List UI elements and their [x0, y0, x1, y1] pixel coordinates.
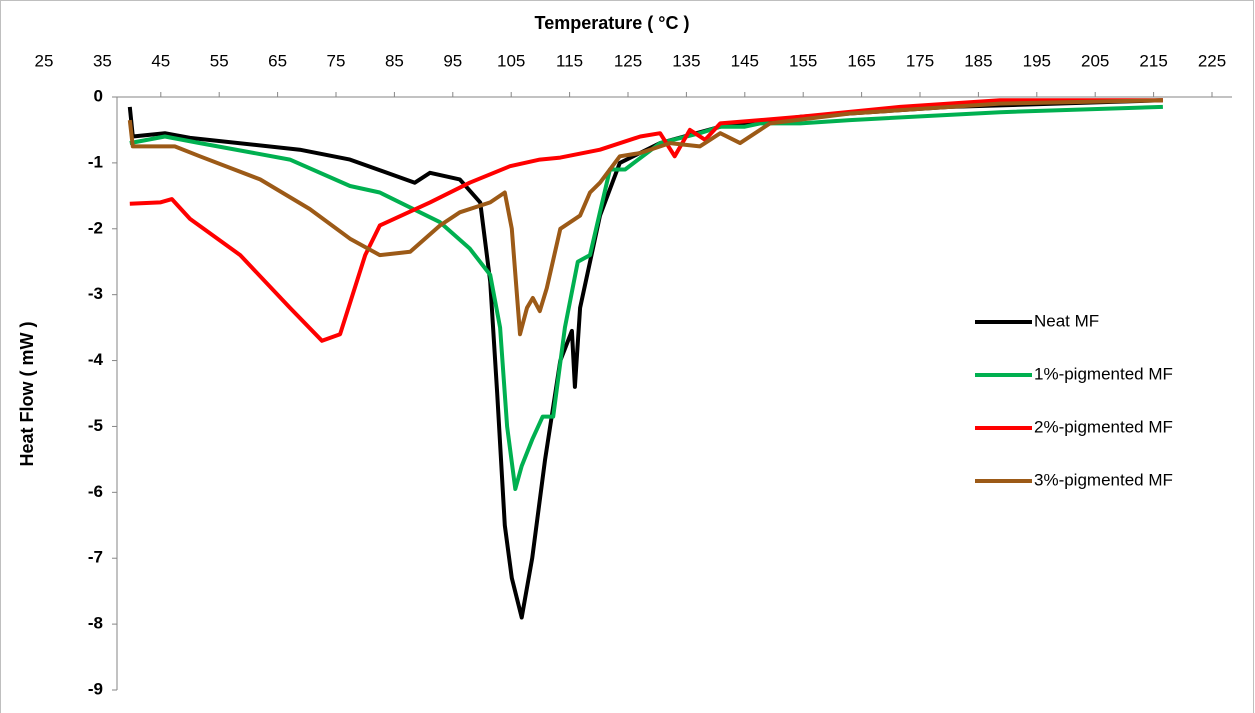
x-tick-label: 175 — [906, 51, 934, 70]
x-tick-label: 45 — [151, 51, 170, 70]
y-tick-label: -7 — [88, 548, 103, 567]
y-tick-label: -5 — [88, 416, 103, 435]
x-tick-label: 145 — [731, 51, 759, 70]
x-tick-label: 185 — [964, 51, 992, 70]
y-tick-label: 0 — [94, 86, 103, 105]
x-tick-label: 35 — [93, 51, 112, 70]
x-tick-label: 195 — [1023, 51, 1051, 70]
y-tick-label: -1 — [88, 152, 103, 171]
y-tick-label: -2 — [88, 218, 103, 237]
x-tick-label: 205 — [1081, 51, 1109, 70]
legend-label: Neat MF — [1034, 311, 1099, 330]
x-tick-label: 55 — [210, 51, 229, 70]
legend-label: 3%-pigmented MF — [1034, 470, 1173, 489]
legend-label: 1%-pigmented MF — [1034, 364, 1173, 383]
x-tick-label: 95 — [443, 51, 462, 70]
x-tick-label: 85 — [385, 51, 404, 70]
x-tick-label: 105 — [497, 51, 525, 70]
x-tick-label: 135 — [672, 51, 700, 70]
y-tick-label: -4 — [88, 350, 104, 369]
y-tick-label: -3 — [88, 284, 103, 303]
y-axis-title: Heat Flow ( mW ) — [17, 322, 37, 467]
y-tick-label: -6 — [88, 482, 103, 501]
x-tick-label: 75 — [327, 51, 346, 70]
legend-label: 2%-pigmented MF — [1034, 417, 1173, 436]
x-tick-label: 125 — [614, 51, 642, 70]
x-tick-label: 215 — [1139, 51, 1167, 70]
series-line — [129, 104, 1163, 491]
y-tick-label: -9 — [88, 679, 103, 698]
x-tick-label: 65 — [268, 51, 287, 70]
x-axis-title: Temperature ( °C ) — [535, 13, 690, 33]
x-tick-label: 165 — [847, 51, 875, 70]
series-line — [127, 98, 1163, 337]
y-tick-label: -8 — [88, 614, 103, 633]
x-tick-label: 115 — [556, 51, 583, 70]
x-tick-label: 225 — [1198, 51, 1226, 70]
x-tick-label: 25 — [35, 51, 54, 70]
series-line — [129, 98, 1163, 343]
x-tick-label: 155 — [789, 51, 817, 70]
